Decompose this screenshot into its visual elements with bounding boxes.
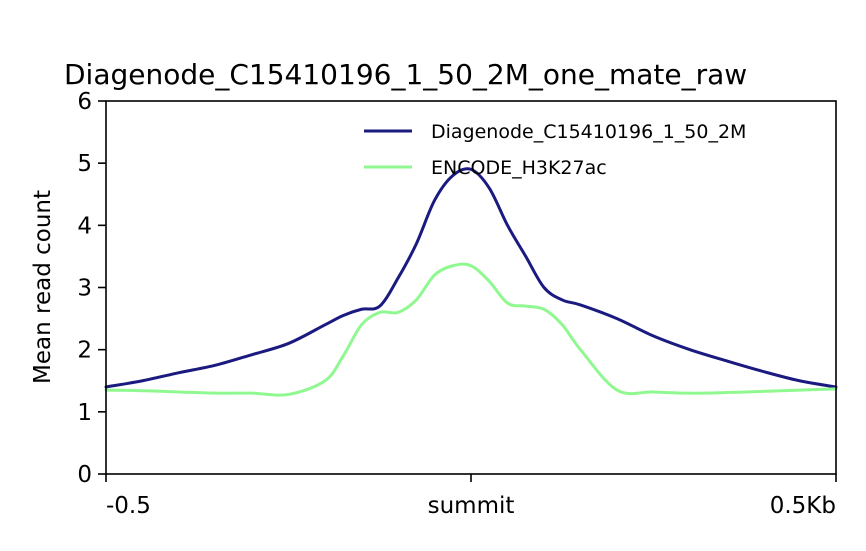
- y-axis-label: Mean read count: [30, 190, 56, 384]
- legend: Diagenode_C15410196_1_50_2M ENCODE_H3K27a…: [364, 121, 746, 179]
- series-line-2: [104, 262, 838, 397]
- legend-label-2: ENCODE_H3K27ac: [431, 157, 607, 179]
- x-tick-label: 0.5Kb: [770, 493, 836, 519]
- x-tick-label: summit: [428, 493, 515, 519]
- y-tick-label: 1: [77, 400, 92, 426]
- x-tick-label: -0.5: [106, 493, 151, 519]
- y-tick-label: 4: [77, 213, 92, 239]
- y-tick-label: 2: [77, 338, 92, 364]
- legend-label-1: Diagenode_C15410196_1_50_2M: [431, 121, 746, 143]
- chart-title: Diagenode_C15410196_1_50_2M_one_mate_raw: [64, 58, 747, 91]
- y-tick-label: 6: [77, 89, 92, 115]
- y-tick-label: 3: [77, 276, 92, 302]
- plot-area: 0 1 2 3 4 5 6 -0.5 summit 0.5Kb: [77, 89, 838, 519]
- series-line-1: [104, 167, 838, 389]
- y-tick-label: 0: [77, 462, 92, 488]
- y-tick-label: 5: [77, 151, 92, 177]
